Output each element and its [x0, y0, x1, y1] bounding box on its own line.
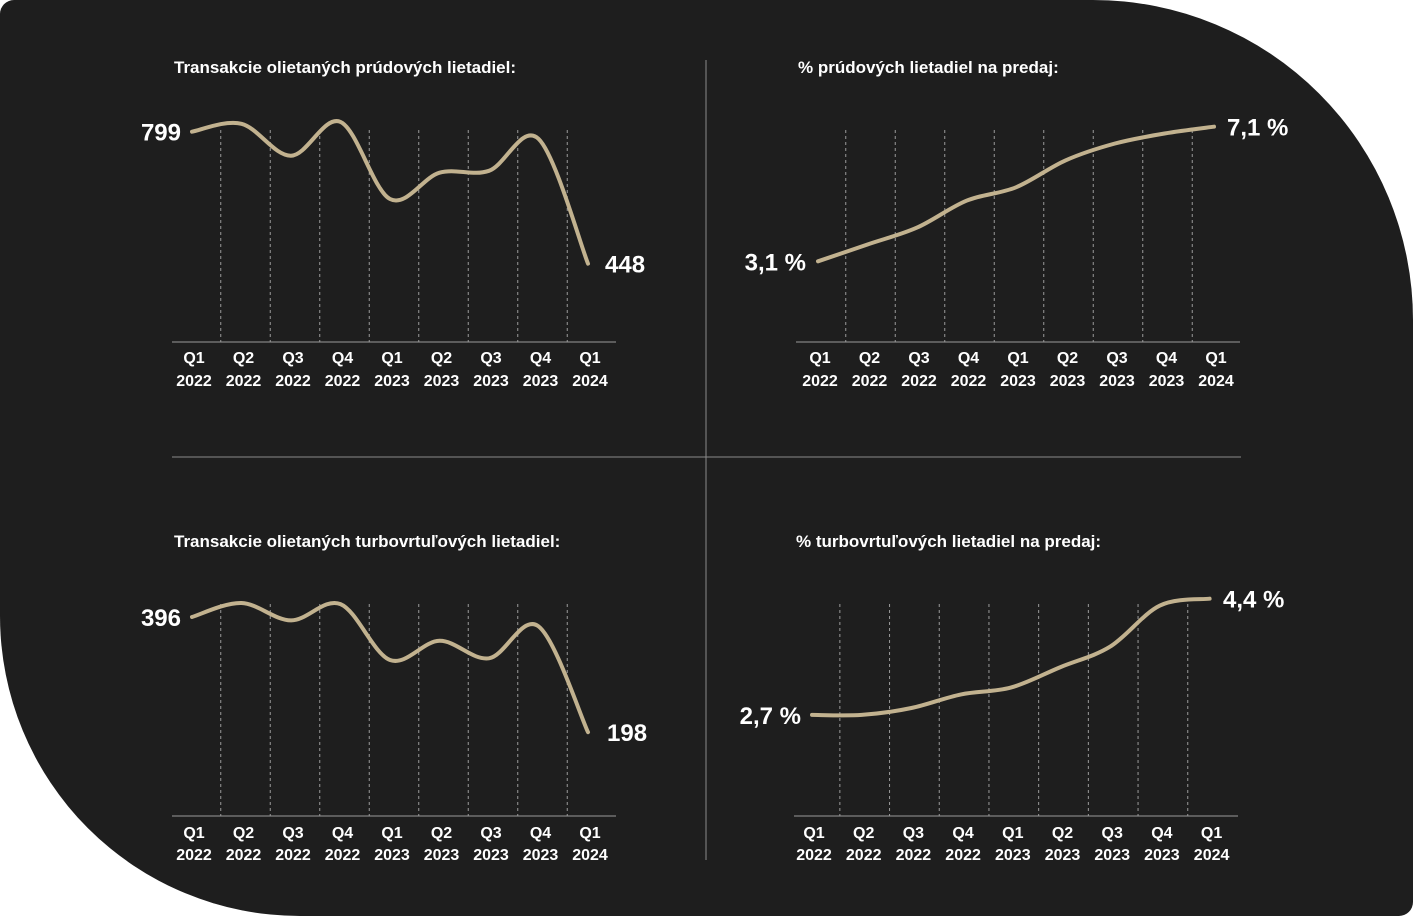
x-tick-label: Q4	[332, 350, 353, 367]
x-tick-label: Q1	[381, 825, 402, 842]
x-tick-label: 2023	[424, 373, 460, 390]
x-tick-label: Q3	[480, 825, 501, 842]
x-tick-label: 2022	[945, 847, 981, 864]
x-tick-label: Q3	[282, 825, 303, 842]
x-tick-label: 2023	[1045, 847, 1081, 864]
x-tick-label: 2023	[1149, 373, 1185, 390]
x-tick-label: Q2	[1052, 825, 1073, 842]
data-label-last: 4,4 %	[1223, 587, 1284, 614]
x-tick-label: 2022	[852, 373, 888, 390]
x-tick-label: 2022	[901, 373, 937, 390]
x-tick-label: Q3	[903, 825, 924, 842]
x-tick-label: Q2	[1057, 350, 1078, 367]
data-label-last: 7,1 %	[1227, 115, 1288, 142]
x-tick-label: 2022	[802, 373, 838, 390]
x-tick-label: Q2	[233, 825, 254, 842]
series-line	[190, 119, 590, 266]
x-tick-label: 2023	[1000, 373, 1036, 390]
x-tick-label: Q1	[1205, 350, 1226, 367]
chart-title-turboprop-transactions: Transakcie olietaných turbovrtuľových li…	[174, 532, 560, 551]
x-tick-label: 2023	[995, 847, 1031, 864]
x-tick-label: Q1	[183, 350, 204, 367]
x-tick-label: 2022	[226, 373, 262, 390]
x-tick-label: Q2	[431, 825, 452, 842]
x-tick-label: 2023	[374, 847, 410, 864]
chart-title-jet-for-sale: % prúdových lietadiel na predaj:	[798, 58, 1059, 77]
x-tick-label: 2023	[1094, 847, 1130, 864]
x-tick-label: Q4	[1156, 350, 1177, 367]
x-tick-label: Q3	[1102, 825, 1123, 842]
x-tick-label: Q1	[183, 825, 204, 842]
data-label-first: 2,7 %	[740, 703, 801, 730]
x-tick-label: Q1	[579, 825, 600, 842]
x-tick-label: Q2	[859, 350, 880, 367]
series-line	[816, 124, 1216, 264]
x-tick-label: Q1	[1201, 825, 1222, 842]
x-tick-label: Q1	[1002, 825, 1023, 842]
x-tick-label: 2022	[275, 847, 311, 864]
x-tick-label: Q4	[530, 825, 551, 842]
x-tick-label: Q2	[431, 350, 452, 367]
x-tick-label: 2024	[1194, 847, 1230, 864]
data-label-first: 396	[141, 605, 181, 632]
x-tick-label: 2022	[226, 847, 262, 864]
x-tick-label: Q4	[952, 825, 973, 842]
x-tick-label: 2024	[572, 373, 608, 390]
x-tick-label: Q2	[233, 350, 254, 367]
chart-jet-for-sale: Q1 2022 Q2 2022 Q3 2022 Q4 2022 Q1 2023 Q2 2023 Q3 20…	[745, 115, 1289, 390]
data-label-first: 799	[141, 120, 181, 147]
x-tick-label: Q3	[1106, 350, 1127, 367]
x-tick-label: 2023	[523, 373, 559, 390]
x-tick-label: 2022	[951, 373, 987, 390]
x-tick-label: 2022	[896, 847, 932, 864]
x-tick-label: 2023	[523, 847, 559, 864]
x-tick-label: 2023	[473, 847, 509, 864]
x-tick-label: 2022	[176, 847, 212, 864]
x-tick-label: Q2	[853, 825, 874, 842]
series-line	[810, 596, 1212, 718]
x-tick-label: 2023	[473, 373, 509, 390]
x-tick-label: 2024	[1198, 373, 1234, 390]
chart-turboprop-transactions: Q1 2022 Q2 2022 Q3 2022 Q4 2022 Q1 2023 Q2 2023 Q3 20…	[141, 600, 647, 864]
x-tick-label: Q4	[530, 350, 551, 367]
chart-turboprop-for-sale: Q1 2022 Q2 2022 Q3 2022 Q4 2022 Q1 2023 Q2 2023 Q3 20…	[740, 587, 1285, 864]
x-tick-label: Q3	[480, 350, 501, 367]
data-label-last: 198	[607, 720, 647, 747]
x-tick-label: Q1	[1007, 350, 1028, 367]
chart-title-turboprop-for-sale: % turbovrtuľových lietadiel na predaj:	[796, 532, 1101, 551]
x-tick-label: 2024	[572, 847, 608, 864]
x-tick-label: Q3	[282, 350, 303, 367]
data-label-first: 3,1 %	[745, 249, 806, 276]
x-tick-label: 2023	[1050, 373, 1086, 390]
series-line	[190, 600, 590, 735]
x-tick-label: 2022	[796, 847, 832, 864]
x-tick-label: Q4	[1151, 825, 1172, 842]
x-tick-label: Q4	[958, 350, 979, 367]
x-tick-label: 2022	[275, 373, 311, 390]
x-tick-label: 2022	[325, 847, 361, 864]
x-tick-label: Q1	[381, 350, 402, 367]
x-tick-label: 2023	[424, 847, 460, 864]
chart-title-jet-transactions: Transakcie olietaných prúdových lietadie…	[174, 58, 516, 77]
chart-jet-transactions: Q1 2022 Q2 2022 Q3 2022 Q4 2022 Q1 2023 Q2 2023 Q3 20…	[141, 119, 645, 390]
x-tick-label: 2022	[846, 847, 882, 864]
x-tick-label: Q1	[809, 350, 830, 367]
x-tick-label: 2022	[325, 373, 361, 390]
x-tick-label: Q1	[803, 825, 824, 842]
x-tick-label: Q3	[908, 350, 929, 367]
x-tick-label: Q4	[332, 825, 353, 842]
x-tick-label: 2023	[1099, 373, 1135, 390]
x-tick-label: Q1	[579, 350, 600, 367]
x-tick-label: 2023	[374, 373, 410, 390]
x-tick-label: 2022	[176, 373, 212, 390]
data-label-last: 448	[605, 252, 645, 279]
x-tick-label: 2023	[1144, 847, 1180, 864]
